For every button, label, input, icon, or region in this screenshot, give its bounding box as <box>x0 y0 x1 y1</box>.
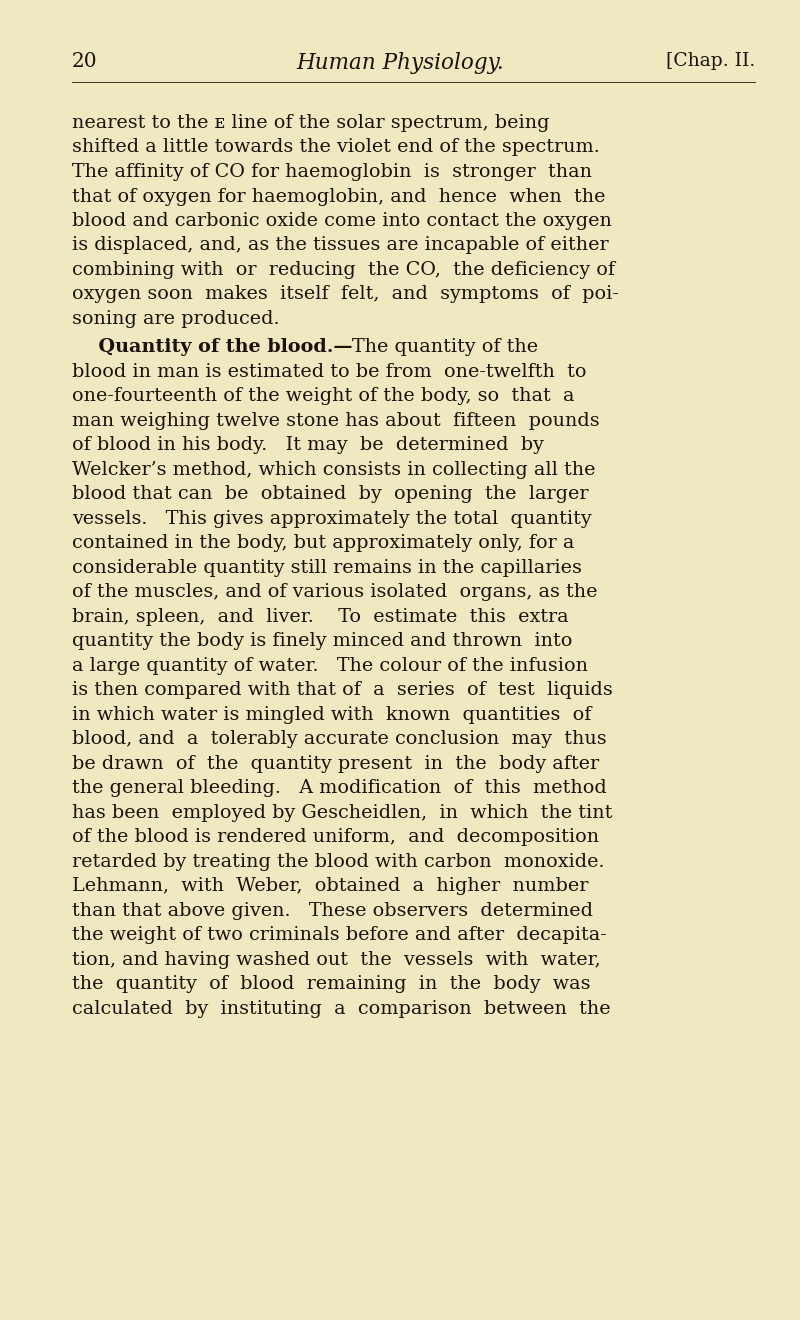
Text: is then compared with that of  a  series  of  test  liquids: is then compared with that of a series o… <box>72 681 613 700</box>
Text: soning are produced.: soning are produced. <box>72 310 279 327</box>
Text: has been  employed by Gescheidlen,  in  which  the tint: has been employed by Gescheidlen, in whi… <box>72 804 612 821</box>
Text: blood, and  a  tolerably accurate conclusion  may  thus: blood, and a tolerably accurate conclusi… <box>72 730 606 748</box>
Text: the weight of two criminals before and after  decapita-: the weight of two criminals before and a… <box>72 927 606 944</box>
Text: Welcker’s method, which consists in collecting all the: Welcker’s method, which consists in coll… <box>72 461 595 479</box>
Text: considerable quantity still remains in the capillaries: considerable quantity still remains in t… <box>72 558 582 577</box>
Text: oxygen soon  makes  itself  felt,  and  symptoms  of  poi-: oxygen soon makes itself felt, and sympt… <box>72 285 619 304</box>
Text: the  quantity  of  blood  remaining  in  the  body  was: the quantity of blood remaining in the b… <box>72 975 590 993</box>
Text: The affinity of CO for haemoglobin  is  stronger  than: The affinity of CO for haemoglobin is st… <box>72 162 592 181</box>
Text: a large quantity of water.   The colour of the infusion: a large quantity of water. The colour of… <box>72 656 588 675</box>
Text: than that above given.   These observers  determined: than that above given. These observers d… <box>72 902 593 920</box>
Text: blood that can  be  obtained  by  opening  the  larger: blood that can be obtained by opening th… <box>72 486 589 503</box>
Text: [Chap. II.: [Chap. II. <box>666 51 755 70</box>
Text: Quantity of the blood.—: Quantity of the blood.— <box>72 338 353 356</box>
Text: be drawn  of  the  quantity present  in  the  body after: be drawn of the quantity present in the … <box>72 755 599 772</box>
Text: quantity the body is finely minced and thrown  into: quantity the body is finely minced and t… <box>72 632 572 651</box>
Text: shifted a little towards the violet end of the spectrum.: shifted a little towards the violet end … <box>72 139 600 157</box>
Text: man weighing twelve stone has about  fifteen  pounds: man weighing twelve stone has about fift… <box>72 412 600 430</box>
Text: of the blood is rendered uniform,  and  decomposition: of the blood is rendered uniform, and de… <box>72 828 599 846</box>
Text: Lehmann,  with  Weber,  obtained  a  higher  number: Lehmann, with Weber, obtained a higher n… <box>72 878 588 895</box>
Text: retarded by treating the blood with carbon  monoxide.: retarded by treating the blood with carb… <box>72 853 605 871</box>
Text: the general bleeding.   A modification  of  this  method: the general bleeding. A modification of … <box>72 779 606 797</box>
Text: blood in man is estimated to be from  one-twelfth  to: blood in man is estimated to be from one… <box>72 363 586 380</box>
Text: is displaced, and, as the tissues are incapable of either: is displaced, and, as the tissues are in… <box>72 236 609 255</box>
Text: Human Physiology.: Human Physiology. <box>296 51 504 74</box>
Text: that of oxygen for haemoglobin, and  hence  when  the: that of oxygen for haemoglobin, and henc… <box>72 187 606 206</box>
Text: contained in the body, but approximately only, for a: contained in the body, but approximately… <box>72 535 574 552</box>
Text: The quantity of the: The quantity of the <box>353 338 538 356</box>
Text: blood and carbonic oxide come into contact the oxygen: blood and carbonic oxide come into conta… <box>72 213 612 230</box>
Text: tion, and having washed out  the  vessels  with  water,: tion, and having washed out the vessels … <box>72 950 601 969</box>
Text: calculated  by  instituting  a  comparison  between  the: calculated by instituting a comparison b… <box>72 999 610 1018</box>
Text: in which water is mingled with  known  quantities  of: in which water is mingled with known qua… <box>72 706 591 723</box>
Text: vessels.   This gives approximately the total  quantity: vessels. This gives approximately the to… <box>72 510 592 528</box>
Text: one-fourteenth of the weight of the body, so  that  a: one-fourteenth of the weight of the body… <box>72 387 574 405</box>
Text: of blood in his body.   It may  be  determined  by: of blood in his body. It may be determin… <box>72 436 544 454</box>
Text: 20: 20 <box>72 51 98 71</box>
Text: nearest to the ᴇ line of the solar spectrum, being: nearest to the ᴇ line of the solar spect… <box>72 114 550 132</box>
Text: of the muscles, and of various isolated  organs, as the: of the muscles, and of various isolated … <box>72 583 598 601</box>
Text: combining with  or  reducing  the CO,  the deficiency of: combining with or reducing the CO, the d… <box>72 261 615 279</box>
Text: brain, spleen,  and  liver.    To  estimate  this  extra: brain, spleen, and liver. To estimate th… <box>72 607 569 626</box>
